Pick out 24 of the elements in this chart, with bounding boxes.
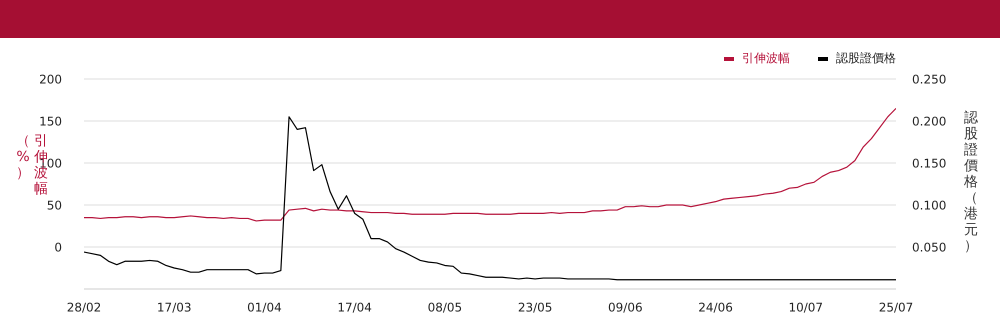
y2-tick-label: 0.150	[912, 156, 946, 170]
y-tick-label: 0	[54, 240, 62, 254]
y-tick-label: 200	[39, 72, 62, 86]
x-tick-label: 23/05	[518, 300, 552, 315]
x-tick-label: 08/05	[428, 300, 462, 315]
x-tick-label: 17/04	[337, 300, 372, 315]
x-tick-label: 01/04	[247, 300, 282, 315]
y2-tick-label: 0.200	[912, 114, 946, 128]
x-tick-label: 09/06	[608, 300, 643, 315]
x-tick-label: 24/06	[698, 300, 733, 315]
line-series	[84, 108, 896, 222]
legend-label: 引伸波幅	[742, 50, 790, 67]
x-tick-label: 28/02	[66, 300, 102, 315]
text: 認股證價格（港元）	[964, 110, 978, 254]
x-tick-label: 25/07	[878, 300, 914, 315]
x-tick-label: 17/03	[156, 300, 192, 315]
legend-label: 認股證價格	[836, 50, 896, 67]
y2-tick-label: 0.050	[912, 240, 946, 254]
y-tick-label: 50	[46, 198, 62, 212]
y2-tick-label: 0.100	[912, 198, 946, 212]
y2-tick-label: 0.250	[912, 72, 946, 86]
line-series	[84, 116, 896, 280]
x-tick-label: 10/07	[788, 300, 824, 315]
y-tick-label: 150	[39, 114, 62, 128]
